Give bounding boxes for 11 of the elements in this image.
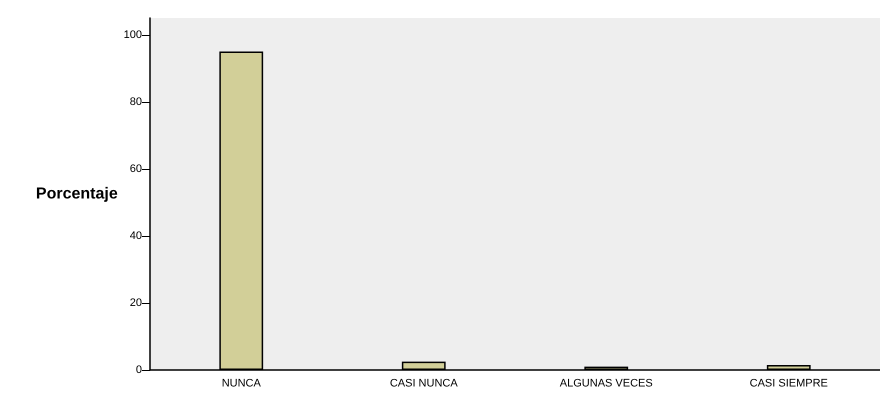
y-tick-label: 80	[130, 96, 142, 108]
x-tick-label: CASI NUNCA	[390, 378, 458, 390]
y-tick-label: 100	[124, 28, 142, 41]
x-tick-label: ALGUNAS VECES	[560, 378, 653, 390]
x-tick-label: CASI SIEMPRE	[750, 378, 828, 390]
y-tick-label: 60	[130, 162, 142, 175]
y-tick-label: 20	[130, 296, 142, 309]
y-tick-label: 40	[130, 230, 142, 242]
x-tick-label: NUNCA	[222, 378, 262, 390]
y-axis-title: Porcentaje	[36, 186, 118, 202]
y-tick-label: 0	[136, 364, 142, 376]
